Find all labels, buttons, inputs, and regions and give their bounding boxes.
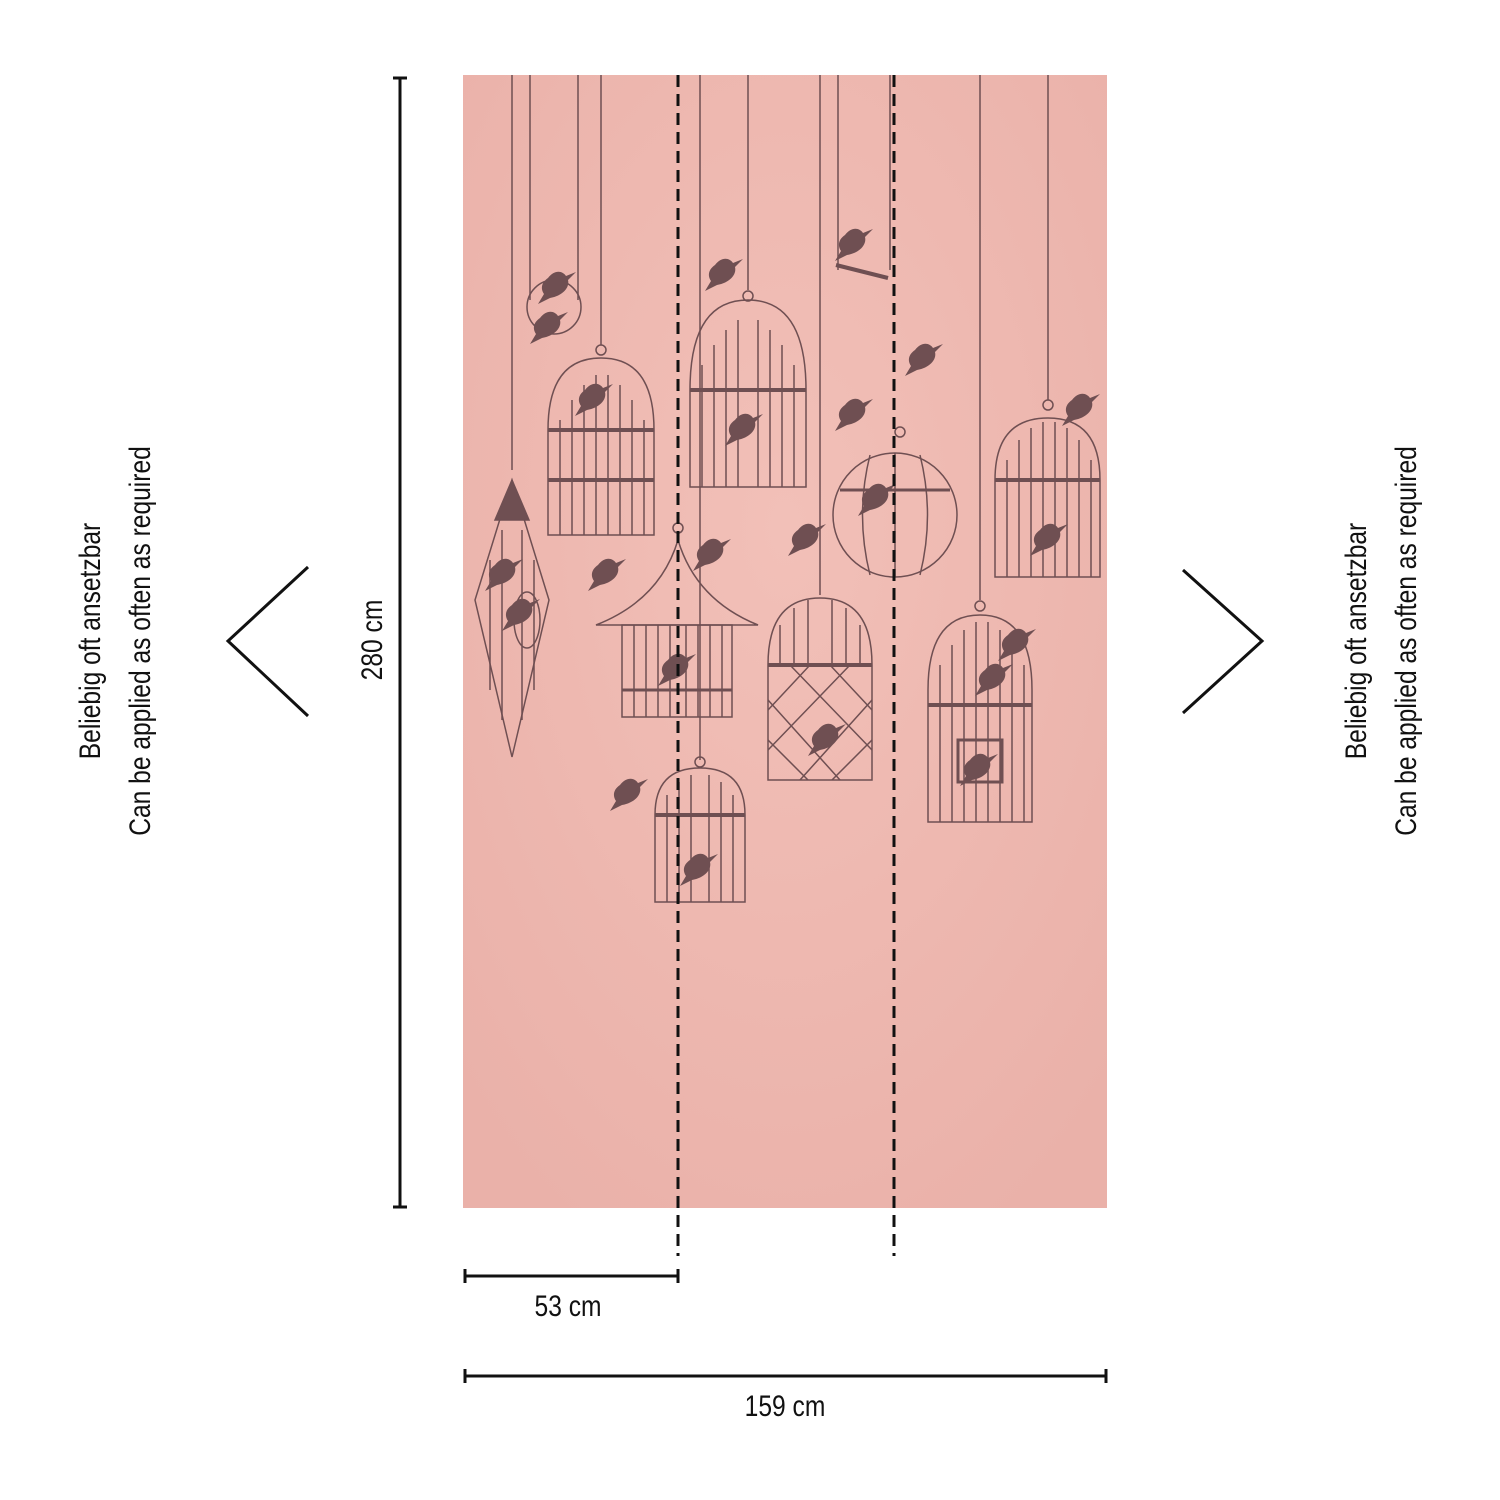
side-note-left: Beliebig oft ansetzbar Can be applied as… — [73, 446, 157, 836]
strip-width-label: 53 cm — [535, 1289, 602, 1323]
height-dimension — [393, 76, 407, 1209]
birdcage-motif — [474, 75, 1101, 903]
total-width-dimension — [463, 1369, 1108, 1383]
side-note-left-line1: Beliebig oft ansetzbar — [73, 523, 107, 759]
side-note-right: Beliebig oft ansetzbar Can be applied as… — [1339, 446, 1423, 836]
chevron-left-icon — [225, 565, 310, 718]
total-width-label: 159 cm — [745, 1389, 826, 1423]
chevron-right-icon — [1181, 568, 1265, 715]
height-label: 280 cm — [355, 600, 389, 681]
strip-width-dimension — [463, 1269, 680, 1283]
side-note-left-line2: Can be applied as often as required — [123, 446, 157, 836]
side-note-right-line1: Beliebig oft ansetzbar — [1339, 523, 1373, 759]
side-note-right-line2: Can be applied as often as required — [1389, 446, 1423, 836]
